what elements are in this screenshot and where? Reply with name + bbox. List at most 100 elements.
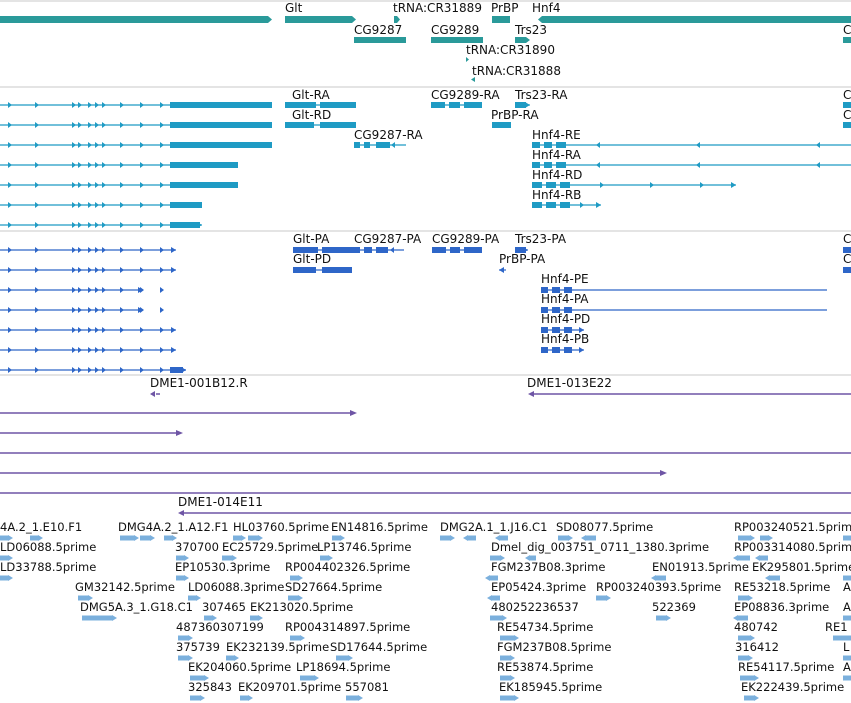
est-feature[interactable] <box>843 655 851 661</box>
est-label[interactable]: DMG4A.2_1.A12.F1 <box>118 520 228 534</box>
transcript-label-cg9289-ra[interactable]: CG9289-RA <box>431 88 500 102</box>
est-label[interactable]: EK185945.5prime <box>499 680 602 694</box>
feature-glyph[interactable] <box>285 122 356 128</box>
est-label[interactable]: LP18694.5prime <box>296 660 390 674</box>
est-label[interactable]: 522369 <box>652 600 696 614</box>
est-label[interactable]: Dmel_dig_003751_0711_1380.3prime <box>491 540 709 554</box>
est-feature[interactable] <box>760 535 773 541</box>
est-feature[interactable] <box>440 535 455 541</box>
est-label[interactable]: FGM237B08.3prime <box>491 560 605 574</box>
protein-label-glt-pa[interactable]: Glt-PA <box>293 232 330 246</box>
est-label[interactable]: EK204060.5prime <box>188 660 291 674</box>
est-label[interactable]: 375739 <box>176 640 220 654</box>
est-feature[interactable] <box>140 535 155 541</box>
est-label[interactable]: RE54117.5prime <box>738 660 834 674</box>
feature-glyph[interactable] <box>0 247 176 253</box>
est-feature[interactable] <box>738 635 755 641</box>
est-feature[interactable] <box>178 655 193 661</box>
transcript-label-trs23-ra[interactable]: Trs23-RA <box>514 88 568 102</box>
est-feature[interactable] <box>733 555 750 561</box>
est-feature[interactable] <box>843 615 851 621</box>
feature-glyph[interactable] <box>0 327 176 333</box>
est-label[interactable]: LD06088.5prime <box>0 540 96 554</box>
est-feature[interactable] <box>30 535 43 541</box>
feature-glyph[interactable] <box>0 202 202 208</box>
est-feature[interactable] <box>222 555 237 561</box>
feature-glyph[interactable] <box>499 267 506 273</box>
protein-label-prbp-pa[interactable]: PrBP-PA <box>499 252 546 266</box>
feature-glyph[interactable] <box>843 102 851 108</box>
feature-glyph[interactable] <box>0 307 164 313</box>
feature-glyph[interactable] <box>0 267 176 273</box>
feature-glyph[interactable] <box>843 122 851 128</box>
feature-glyph[interactable] <box>293 267 352 273</box>
est-feature[interactable] <box>336 655 353 661</box>
feature-glyph[interactable] <box>492 122 511 128</box>
est-feature[interactable] <box>290 575 303 581</box>
est-label[interactable]: EN14816.5prime <box>331 520 428 534</box>
est-label[interactable]: DMG2A.1_1.J16.C1 <box>440 520 547 534</box>
est-feature[interactable] <box>240 695 253 701</box>
est-feature[interactable] <box>487 595 500 601</box>
feature-glyph[interactable] <box>432 247 482 253</box>
feature-glyph[interactable] <box>0 287 164 293</box>
gene-label-cg9289[interactable]: CG9289 <box>431 23 479 37</box>
gene-features[interactable] <box>0 16 851 82</box>
protein-label-cg9289-pa[interactable]: CG9289-PA <box>432 232 500 246</box>
est-feature[interactable] <box>755 555 768 561</box>
est-label[interactable]: RE53874.5prime <box>497 660 593 674</box>
transcript-label-glt-rd[interactable]: Glt-RD <box>292 108 331 122</box>
protein-label-trs23-pa[interactable]: Trs23-PA <box>514 232 567 246</box>
feature-glyph[interactable] <box>285 102 356 108</box>
est-label[interactable]: RP004314897.5prime <box>285 620 410 634</box>
est-feature[interactable] <box>0 575 13 581</box>
clone-features[interactable] <box>0 391 851 516</box>
est-feature[interactable] <box>176 555 189 561</box>
est-label[interactable]: EK213020.5prime <box>250 600 353 614</box>
est-feature[interactable] <box>0 535 13 541</box>
feature-glyph[interactable] <box>532 142 851 148</box>
est-label[interactable]: 307465 <box>202 600 246 614</box>
est-feature[interactable] <box>300 675 319 681</box>
feature-glyph[interactable] <box>0 142 272 148</box>
est-feature[interactable] <box>0 555 13 561</box>
est-feature[interactable] <box>120 535 139 541</box>
est-feature[interactable] <box>248 535 263 541</box>
gene-label-prbp[interactable]: PrBP <box>491 1 518 15</box>
feature-glyph[interactable] <box>0 367 186 373</box>
feature-glyph[interactable] <box>532 162 851 168</box>
clone-label[interactable]: DME1-014E11 <box>178 495 263 509</box>
protein-label-hnf4-pd[interactable]: Hnf4-PD <box>541 312 590 326</box>
feature-glyph[interactable] <box>515 247 528 253</box>
gene-label-trna-cr31888[interactable]: tRNA:CR31888 <box>472 64 561 78</box>
gene-label-hnf4[interactable]: Hnf4 <box>532 1 561 15</box>
est-feature[interactable] <box>843 575 851 581</box>
est-feature[interactable] <box>164 535 177 541</box>
est-feature[interactable] <box>656 615 671 621</box>
est-label[interactable]: EP10530.3prime <box>175 560 270 574</box>
est-features[interactable] <box>0 535 851 701</box>
est-label[interactable]: HL03760.5prime <box>233 520 329 534</box>
est-label[interactable]: FGM237B08.5prime <box>497 640 611 654</box>
clone-label[interactable]: DME1-001B12.R <box>150 376 248 390</box>
est-feature[interactable] <box>744 695 759 701</box>
est-label[interactable]: EK232139.5prime <box>226 640 329 654</box>
est-feature[interactable] <box>463 535 476 541</box>
feature-glyph[interactable] <box>293 247 356 253</box>
est-feature[interactable] <box>346 695 363 701</box>
protein-label-hnf4-pa[interactable]: Hnf4-PA <box>541 292 589 306</box>
est-feature[interactable] <box>288 595 303 601</box>
est-label[interactable]: LD06088.3prime <box>188 580 284 594</box>
est-feature[interactable] <box>332 535 345 541</box>
transcript-label-hnf4-rb[interactable]: Hnf4-RB <box>532 188 581 202</box>
feature-glyph[interactable] <box>843 247 851 253</box>
est-feature[interactable] <box>495 535 508 541</box>
feature-glyph[interactable] <box>354 142 406 148</box>
est-feature[interactable] <box>190 675 209 681</box>
feature-glyph[interactable] <box>0 102 272 108</box>
gene-label-cg9287[interactable]: CG9287 <box>354 23 402 37</box>
clone-label[interactable]: DME1-013E22 <box>527 376 612 390</box>
transcript-label-hnf4-ra[interactable]: Hnf4-RA <box>532 148 582 162</box>
est-feature[interactable] <box>500 635 519 641</box>
est-label[interactable]: SD17644.5prime <box>330 640 427 654</box>
